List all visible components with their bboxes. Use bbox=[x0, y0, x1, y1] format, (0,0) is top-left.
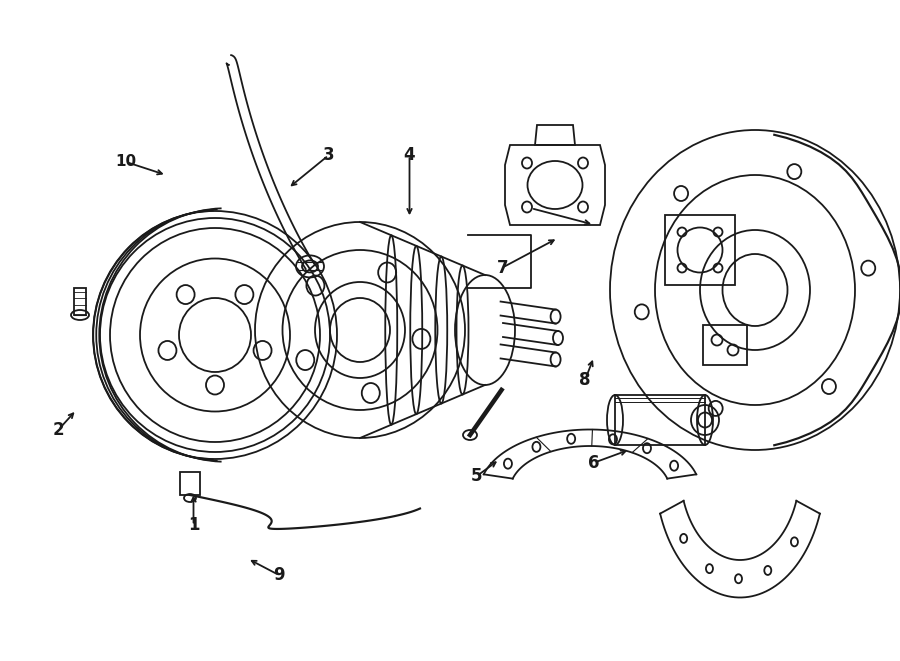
Text: 5: 5 bbox=[472, 467, 482, 485]
Text: 6: 6 bbox=[589, 453, 599, 472]
Text: 7: 7 bbox=[497, 258, 508, 277]
Text: 9: 9 bbox=[274, 566, 284, 584]
Text: 3: 3 bbox=[323, 146, 334, 165]
Text: 4: 4 bbox=[404, 146, 415, 165]
Text: 8: 8 bbox=[580, 371, 590, 389]
Text: 2: 2 bbox=[53, 420, 64, 439]
Text: 10: 10 bbox=[115, 155, 137, 169]
Text: 1: 1 bbox=[188, 516, 199, 535]
